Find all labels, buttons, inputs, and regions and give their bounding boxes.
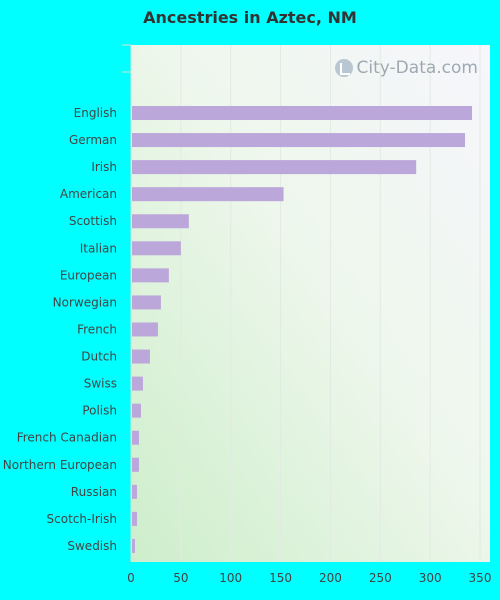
plot-area [131, 45, 490, 562]
category-label: Russian [71, 485, 117, 499]
bar-irish [132, 160, 417, 175]
category-label: Irish [91, 160, 117, 174]
category-label: French [77, 322, 117, 336]
bar-scotch-irish [132, 511, 137, 526]
bar-norwegian [132, 295, 161, 310]
category-label: French Canadian [17, 431, 117, 445]
category-label: Swedish [67, 539, 117, 553]
watermark-text: City-Data.com [356, 58, 478, 78]
city-data-logo-icon [334, 59, 353, 77]
x-tick-label: 350 [469, 571, 492, 585]
category-label: Scottish [69, 214, 117, 228]
bar-american [132, 187, 284, 202]
bar-russian [132, 484, 137, 499]
x-tick-label: 200 [319, 571, 342, 585]
category-label: Polish [82, 404, 117, 418]
bar-german [132, 133, 466, 148]
bar-french-canadian [132, 430, 139, 445]
bar-english [132, 106, 473, 120]
x-tick-label: 250 [369, 571, 392, 585]
category-label: Norwegian [53, 295, 117, 309]
x-tick-label: 150 [269, 571, 292, 585]
category-label: Swiss [84, 377, 117, 391]
x-tick-label: 100 [219, 571, 242, 585]
x-tick-label: 50 [173, 571, 188, 585]
bar-italian [132, 241, 181, 256]
bar-swedish [132, 538, 135, 553]
category-label: Northern European [3, 458, 117, 472]
category-label: Dutch [81, 350, 117, 364]
bar-swiss [132, 376, 143, 391]
bar-polish [132, 403, 141, 418]
bar-northern-european [132, 457, 139, 472]
category-label: American [60, 187, 117, 201]
bar-dutch [132, 349, 150, 364]
chart-title: Ancestries in Aztec, NM [143, 8, 357, 27]
x-tick-label: 300 [419, 571, 442, 585]
bar-european [132, 268, 169, 283]
category-label: European [60, 268, 117, 282]
category-label: German [69, 133, 117, 147]
watermark: City-Data.com [334, 58, 478, 78]
bar-scottish [132, 214, 189, 229]
bar-french [132, 322, 158, 337]
category-label: Italian [80, 241, 117, 255]
x-tick-label: 0 [127, 571, 135, 585]
category-label: English [74, 106, 117, 120]
category-label: Scotch-Irish [47, 512, 117, 526]
